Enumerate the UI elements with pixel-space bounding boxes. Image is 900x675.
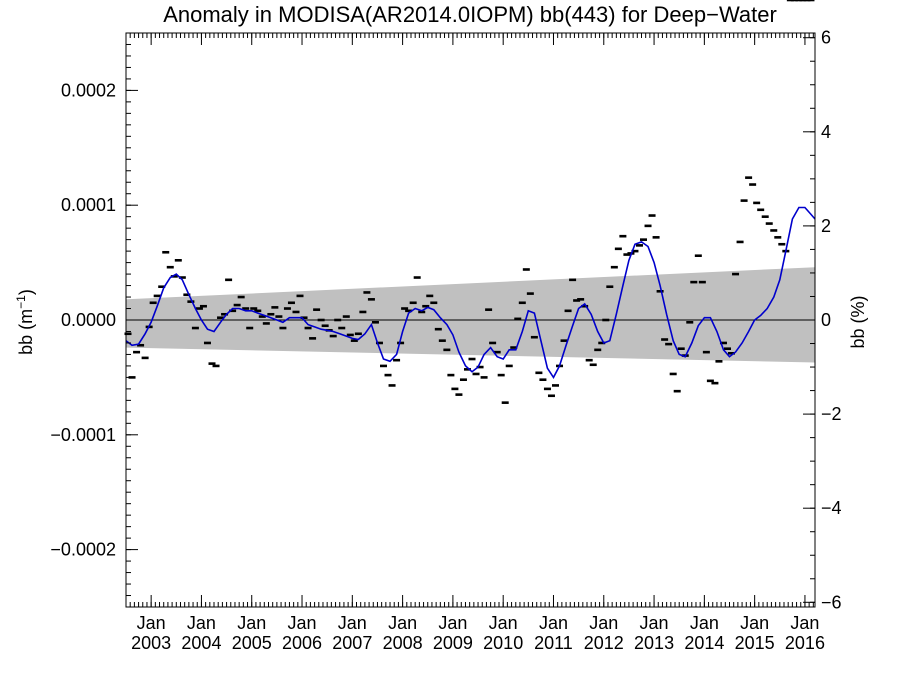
y-left-tick-label: −0.0002 (50, 540, 116, 560)
smoothed-series-line (125, 206, 816, 379)
y-left-tick-label: 0.0002 (61, 80, 116, 100)
y-axis-left-label: bb (m−1) (14, 289, 36, 355)
x-tick-label-year: 2007 (332, 633, 372, 653)
x-tick-label-month: Jan (740, 613, 769, 633)
plot-area (124, 0, 816, 608)
x-tick-label-month: Jan (539, 613, 568, 633)
x-tick-label-month: Jan (388, 613, 417, 633)
y-right-tick-label: −2 (821, 404, 842, 424)
x-tick-label-year: 2016 (785, 633, 825, 653)
y-left-tick-label: 0.0000 (61, 310, 116, 330)
x-tick-label-month: Jan (790, 613, 819, 633)
x-tick-label-month: Jan (288, 613, 317, 633)
chart-title: Anomaly in MODISA(AR2014.0IOPM) bb(443) … (163, 2, 777, 27)
y-right-tick-label: 0 (821, 310, 831, 330)
y-axis-left: 0.0002 0.0001 0.0000 −0.0001 −0.0002 (50, 32, 138, 608)
x-tick-label-year: 2004 (181, 633, 221, 653)
x-tick-label-month: Jan (237, 613, 266, 633)
x-tick-label-year: 2013 (634, 633, 674, 653)
x-tick-label-year: 2005 (232, 633, 272, 653)
y-axis-left-label-main: bb (m (16, 309, 36, 355)
y-left-tick-label: 0.0001 (61, 195, 116, 215)
confidence-band (126, 267, 815, 363)
y-right-tick-label: 4 (821, 122, 831, 142)
x-tick-label-year: 2011 (534, 633, 573, 653)
x-tick-label-month: Jan (489, 613, 518, 633)
y-right-tick-label: 6 (821, 28, 831, 48)
x-axis: Jan2003Jan2004Jan2005Jan2006Jan2007Jan20… (125, 33, 825, 653)
x-tick-label-month: Jan (589, 613, 618, 633)
x-tick-label-month: Jan (640, 613, 669, 633)
data-points (124, 0, 815, 404)
y-axis-left-label-close: ) (16, 289, 36, 295)
y-right-tick-label: −4 (821, 498, 842, 518)
x-tick-label-year: 2014 (684, 633, 724, 653)
x-tick-label-year: 2008 (383, 633, 423, 653)
x-tick-label-year: 2003 (131, 633, 171, 653)
x-tick-label-year: 2010 (483, 633, 523, 653)
x-tick-label-month: Jan (137, 613, 166, 633)
x-tick-label-year: 2009 (433, 633, 473, 653)
x-tick-label-year: 2012 (584, 633, 624, 653)
y-axis-left-label-superscript: −1 (14, 295, 28, 309)
x-tick-label-month: Jan (690, 613, 719, 633)
y-left-tick-label: −0.0001 (50, 425, 116, 445)
y-right-tick-label: 2 (821, 216, 831, 236)
x-tick-label-month: Jan (187, 613, 216, 633)
x-tick-label-year: 2006 (282, 633, 322, 653)
x-tick-label-month: Jan (438, 613, 467, 633)
y-axis-right-label: bb (%) (848, 295, 868, 348)
y-right-tick-label: −6 (821, 592, 842, 612)
x-tick-label-year: 2015 (735, 633, 775, 653)
y-axis-right: 6 4 2 0 −2 −4 −6 (803, 28, 842, 612)
x-tick-label-month: Jan (338, 613, 367, 633)
